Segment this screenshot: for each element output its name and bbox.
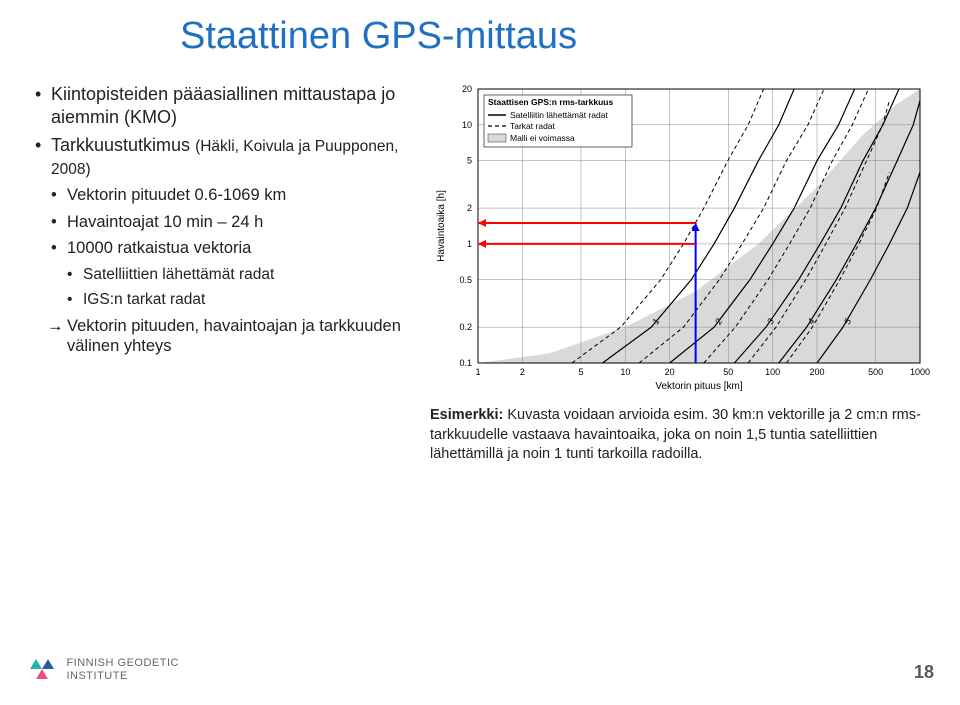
svg-text:10: 10: [620, 367, 630, 377]
svg-text:Malli ei voimassa: Malli ei voimassa: [510, 133, 575, 143]
svg-text:0.2: 0.2: [459, 322, 472, 332]
svg-text:10: 10: [462, 120, 472, 130]
bullet-2d: Vektorin pituuden, havaintoajan ja tarkk…: [35, 316, 430, 357]
caption-text: Kuvasta voidaan arvioida esim. 30 km:n v…: [430, 407, 921, 462]
svg-text:500: 500: [868, 367, 883, 377]
chart-svg: 1 2 5 10 20 50 100 200 500 1000 0.1 0.2 0.5 1 2 5 10 20 Ve…: [430, 83, 930, 393]
bullet-2a: Vektorin pituudet 0.6-1069 km: [35, 185, 430, 206]
logo-icon: [30, 657, 56, 683]
footer-org1: FINNISH GEODETIC: [66, 657, 179, 669]
svg-text:100: 100: [765, 367, 780, 377]
caption-lead: Esimerkki:: [430, 407, 503, 423]
bullet-2c2: IGS:n tarkat radat: [35, 290, 430, 309]
svg-text:Staattisen GPS:n rms-tarkkuus: Staattisen GPS:n rms-tarkkuus: [488, 97, 613, 107]
bullet-2c: 10000 ratkaistua vektoria: [35, 238, 430, 259]
svg-text:5: 5: [578, 367, 583, 377]
footer-org2: INSTITUTE: [66, 670, 127, 682]
svg-text:50: 50: [723, 367, 733, 377]
footer-logo: FINNISH GEODETIC INSTITUTE: [30, 657, 179, 683]
svg-text:Havaintoaika [h]: Havaintoaika [h]: [436, 190, 447, 262]
page-title: Staattinen GPS-mittaus: [0, 0, 960, 58]
svg-text:Tarkat radat: Tarkat radat: [510, 121, 556, 131]
svg-text:200: 200: [810, 367, 825, 377]
svg-text:Satelliitin lähettämät radat: Satelliitin lähettämät radat: [510, 110, 608, 120]
svg-text:0.1: 0.1: [459, 358, 472, 368]
svg-text:2: 2: [520, 367, 525, 377]
svg-text:5: 5: [467, 156, 472, 166]
bullet-2-main: Tarkkuustutkimus: [51, 135, 190, 155]
footer-text: FINNISH GEODETIC INSTITUTE: [66, 657, 179, 683]
content-row: Kiintopisteiden pääasiallinen mittaustap…: [0, 58, 960, 465]
svg-text:1: 1: [475, 367, 480, 377]
svg-text:1: 1: [467, 239, 472, 249]
svg-text:Vektorin pituus [km]: Vektorin pituus [km]: [655, 381, 742, 392]
bullet-2b: Havaintoajat 10 min – 24 h: [35, 212, 430, 233]
page-number: 18: [914, 662, 934, 683]
bullet-2c1: Satelliittien lähettämät radat: [35, 265, 430, 284]
svg-text:0.5: 0.5: [459, 275, 472, 285]
bullet-2: Tarkkuustutkimus (Häkli, Koivula ja Puup…: [35, 134, 430, 179]
bullet-list: Kiintopisteiden pääasiallinen mittaustap…: [35, 83, 430, 465]
svg-text:20: 20: [462, 84, 472, 94]
caption: Esimerkki: Kuvasta voidaan arvioida esim…: [430, 398, 940, 465]
chart-area: 1 2 5 10 20 50 100 200 500 1000 0.1 0.2 0.5 1 2 5 10 20 Ve…: [430, 83, 940, 465]
svg-text:20: 20: [665, 367, 675, 377]
bullet-1: Kiintopisteiden pääasiallinen mittaustap…: [35, 83, 430, 128]
svg-text:1000: 1000: [910, 367, 930, 377]
svg-text:2: 2: [467, 203, 472, 213]
